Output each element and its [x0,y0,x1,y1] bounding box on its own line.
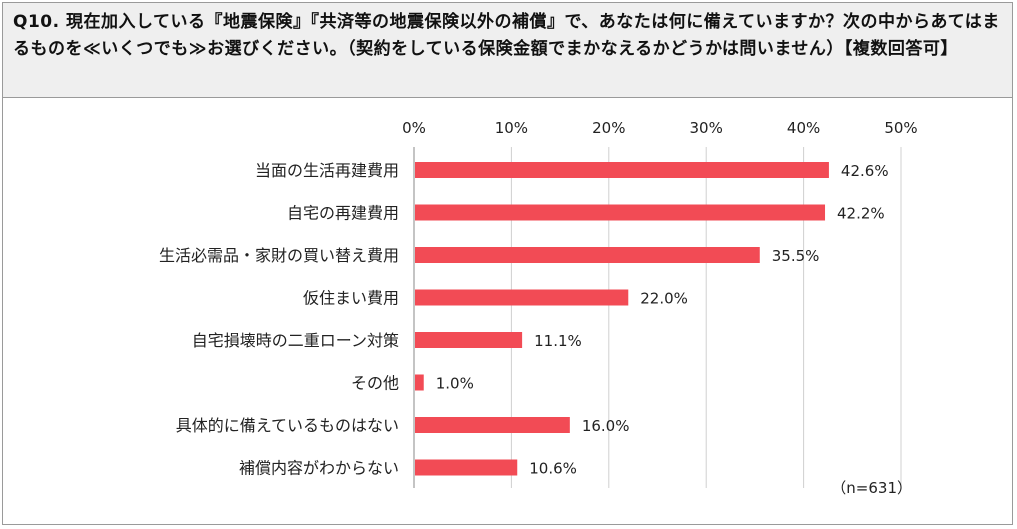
question-header: Q10. 現在加入している『地震保険』『共済等の地震保険以外の補償』で、あなたは… [3,3,1012,98]
bar [415,417,570,433]
category-label: その他 [351,374,399,393]
x-tick-label: 30% [690,119,723,137]
value-label: 42.6% [841,162,889,180]
bar [415,332,523,348]
category-label: 当面の生活再建費用 [255,161,399,180]
category-label: 具体的に備えているものはない [176,416,399,435]
category-label: 自宅の再建費用 [287,204,399,223]
bar [415,247,760,263]
question-text: Q10. 現在加入している『地震保険』『共済等の地震保険以外の補償』で、あなたは… [13,12,1000,59]
value-label: 35.5% [772,247,820,265]
x-tick-label: 50% [884,119,917,137]
x-tick-label: 10% [495,119,528,137]
x-tick-label: 20% [592,119,625,137]
bar [415,374,424,391]
x-tick-label: 40% [787,119,820,137]
value-label: 10.6% [529,460,577,478]
sample-size-note: （n=631） [831,479,912,497]
bar [415,459,518,476]
bar [415,289,629,306]
bar [415,204,826,221]
bar [415,162,829,178]
value-label: 11.1% [534,332,582,350]
category-label: 補償内容がわからない [239,459,399,478]
category-label: 自宅損壊時の二重ローン対策 [192,331,399,350]
value-label: 42.2% [837,205,885,223]
value-label: 1.0% [436,375,474,393]
value-label: 22.0% [640,290,688,308]
value-label: 16.0% [582,417,630,435]
category-label: 仮住まい費用 [303,289,399,308]
category-label: 生活必需品・家財の買い替え費用 [159,246,399,265]
x-tick-label: 0% [402,119,426,137]
